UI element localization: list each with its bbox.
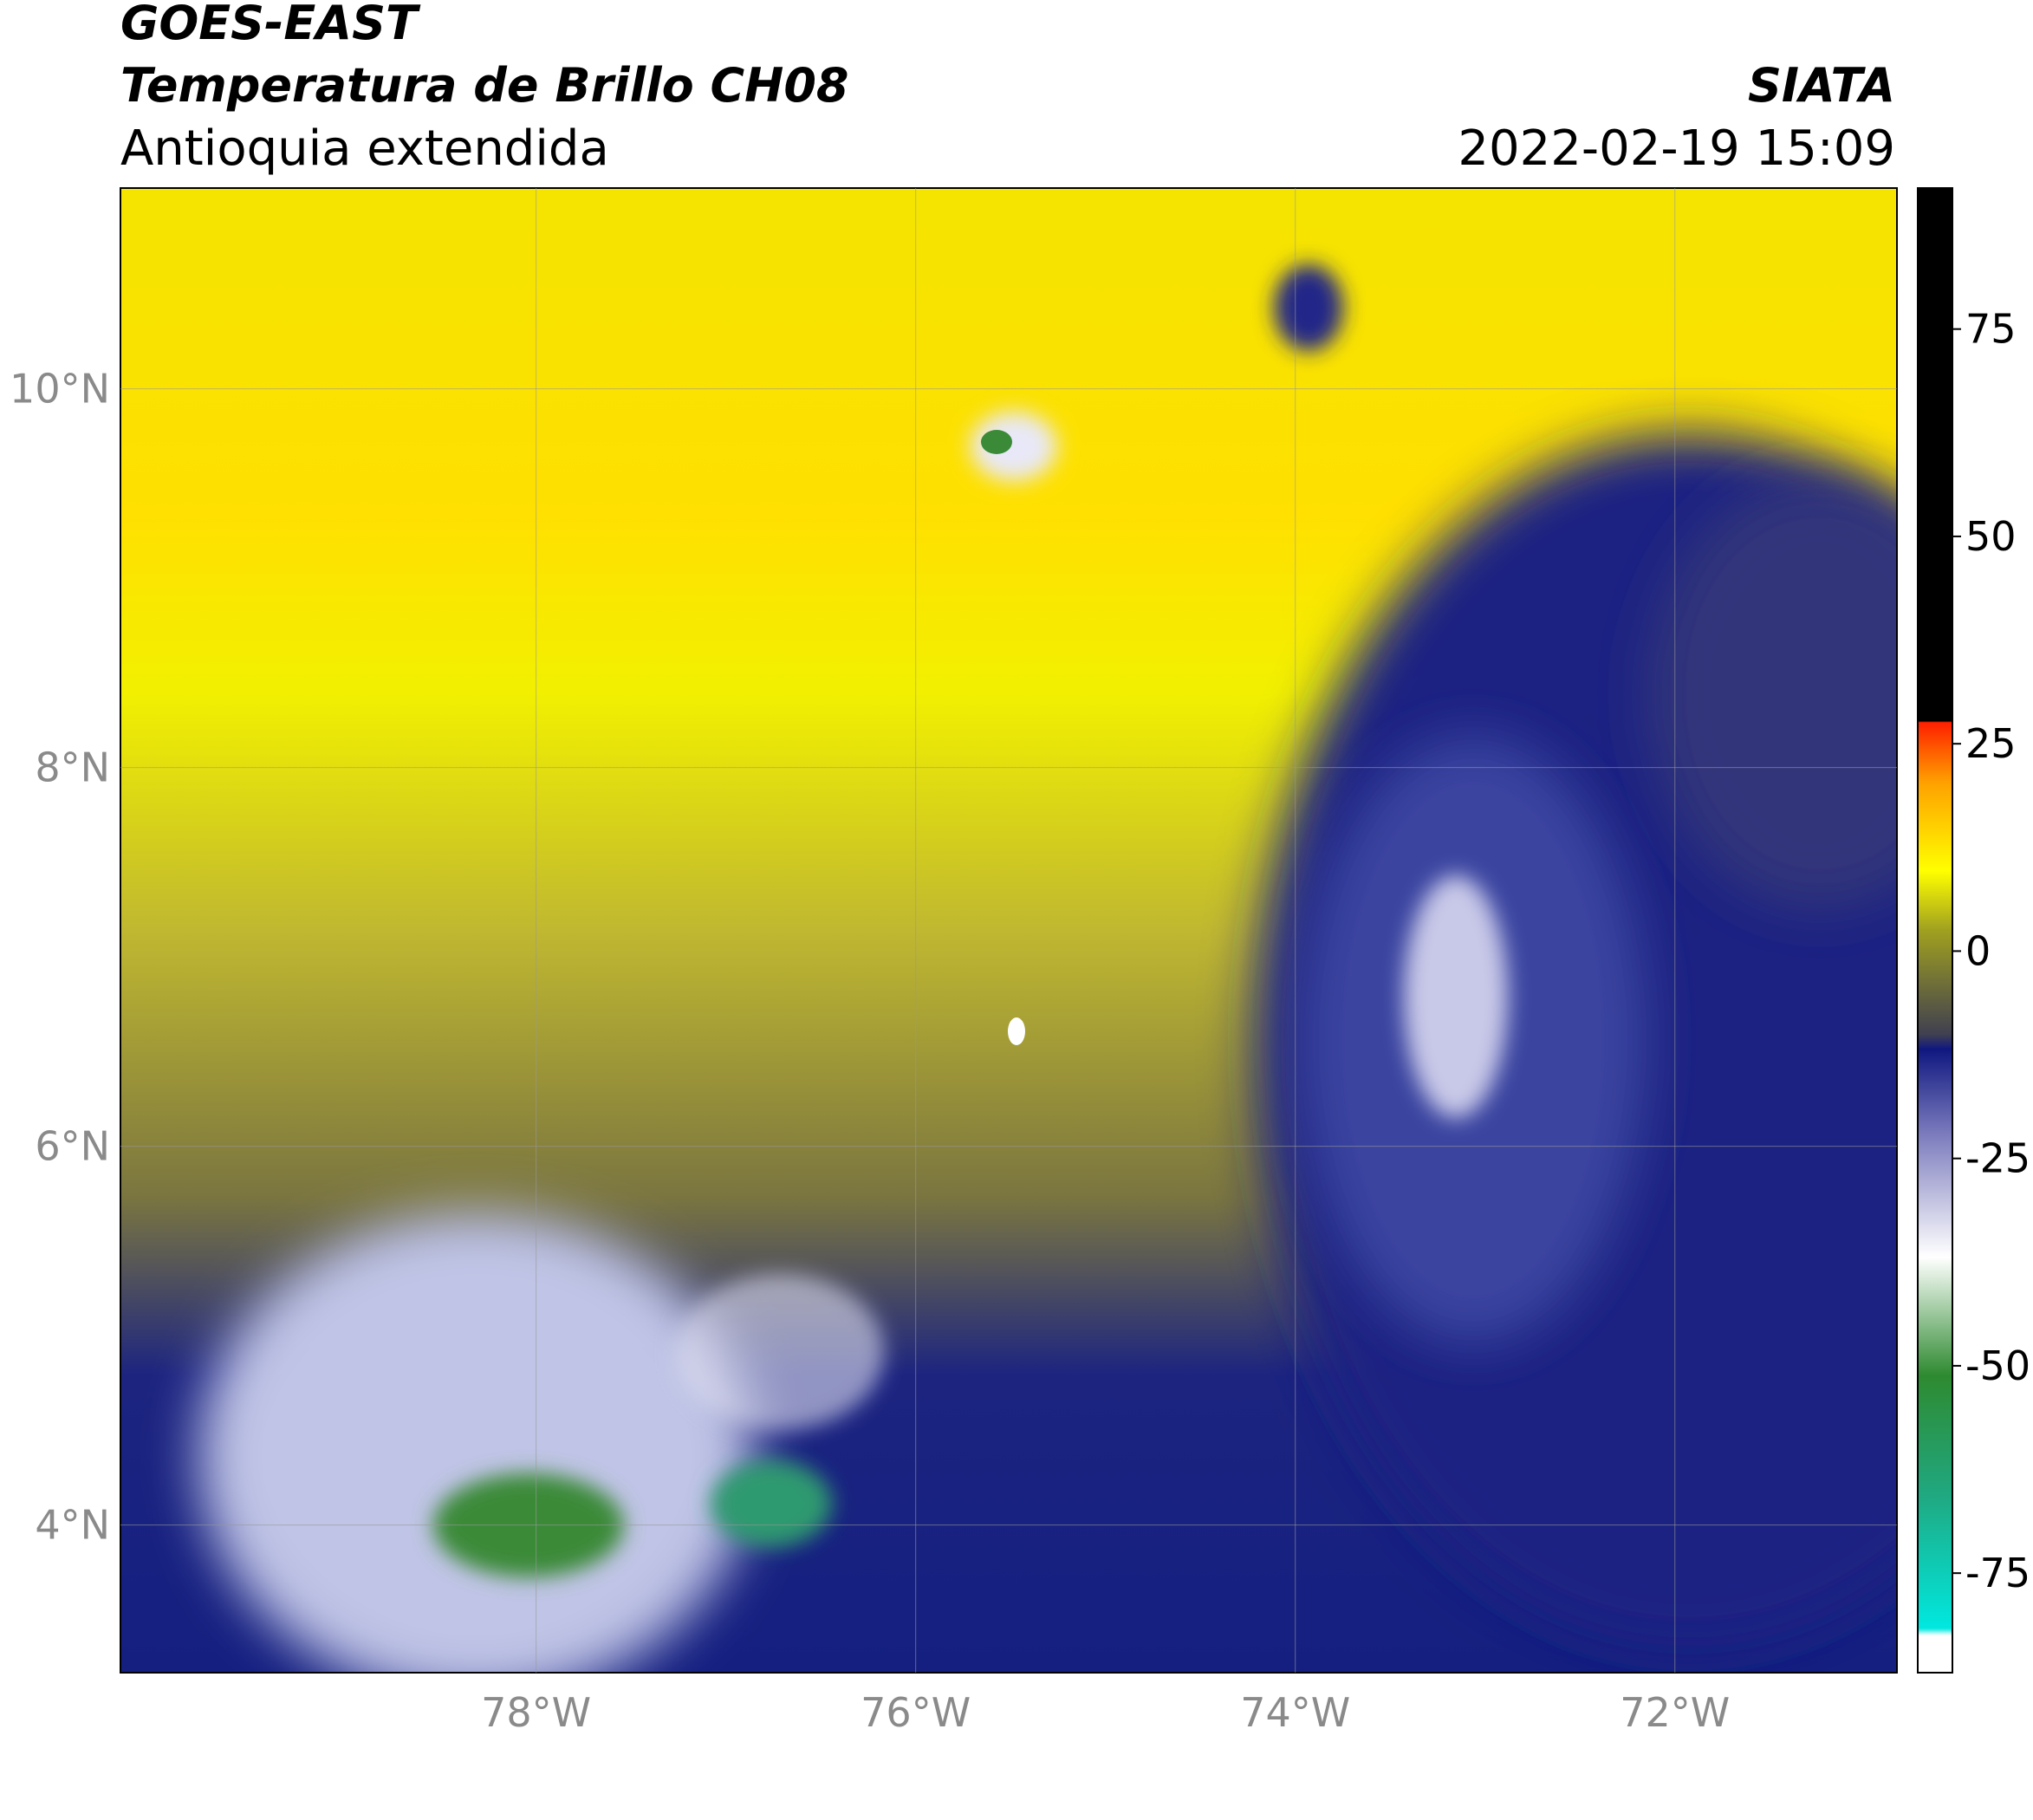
colorbar-tick-label: 50 <box>1965 513 2017 560</box>
y-tick-label: 4°N <box>35 1502 110 1549</box>
y-tick-label: 10°N <box>10 366 110 413</box>
date: 2022-02-19 15:09 <box>1458 120 1895 177</box>
x-tick-label: 78°W <box>481 1689 591 1736</box>
colorbar-tick-label: 25 <box>1965 720 2017 767</box>
region: Antioquia extendida <box>120 120 609 177</box>
map-frame <box>120 187 1898 1674</box>
colorbar <box>1917 187 1953 1674</box>
x-tick-label: 76°W <box>861 1689 971 1736</box>
title: GOES-EAST <box>120 0 421 50</box>
source: SIATA <box>1748 58 1895 113</box>
colorbar-tick-label: 0 <box>1965 927 1991 974</box>
colorbar-tick-label: -25 <box>1965 1135 2030 1182</box>
x-tick-label: 72°W <box>1620 1689 1730 1736</box>
y-tick-label: 6°N <box>35 1123 110 1170</box>
colorbar-tick-label: 75 <box>1965 306 2017 353</box>
colorbar-tick-label: -75 <box>1965 1550 2030 1596</box>
subtitle: Temperatura de Brillo CH08 <box>120 58 849 113</box>
x-tick-label: 74°W <box>1240 1689 1350 1736</box>
satellite-image <box>120 188 1897 1673</box>
y-tick-label: 8°N <box>35 744 110 791</box>
colorbar-tick-label: -50 <box>1965 1342 2030 1389</box>
